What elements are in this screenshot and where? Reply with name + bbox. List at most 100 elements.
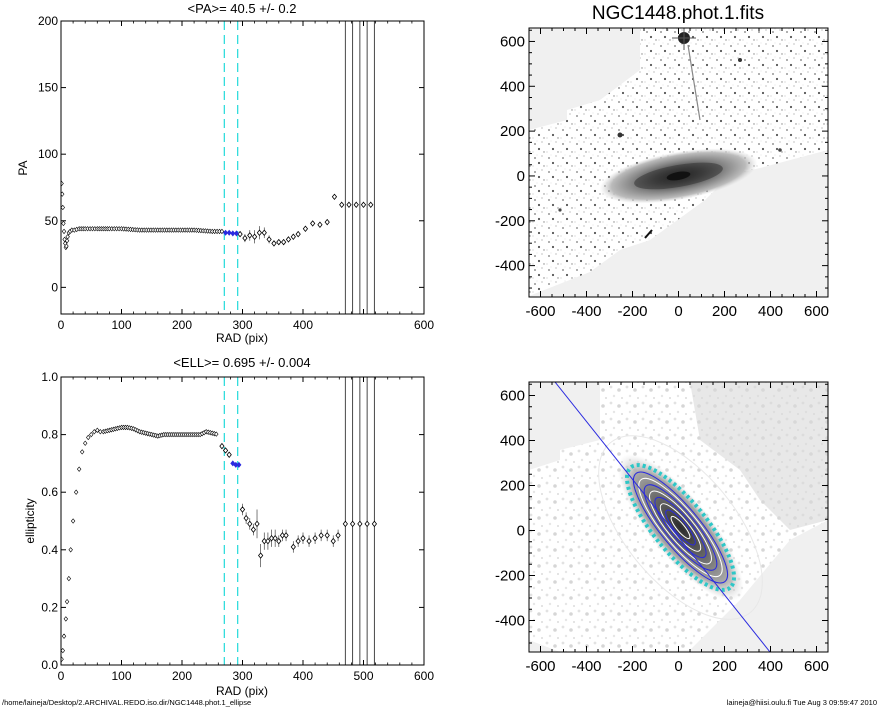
- footer-path: /home/laineja/Desktop/2.ARCHIVAL.REDO.is…: [2, 698, 251, 707]
- data-point: [239, 506, 246, 513]
- x-tick-label: 100: [111, 318, 131, 332]
- data-point: [64, 243, 69, 249]
- y-tick-label: 1.0: [41, 370, 58, 384]
- fitted-ellipse: [665, 509, 696, 546]
- y-tick-label: -400: [495, 258, 525, 275]
- data-point: [76, 466, 82, 472]
- footer-user-stamp: laineja@hiisi.oulu.fi Tue Aug 3 09:59:47…: [727, 698, 877, 707]
- x-tick-label: 200: [172, 669, 192, 683]
- data-point: [261, 229, 267, 236]
- data-point: [349, 520, 356, 528]
- x-tick-label: 400: [293, 669, 313, 683]
- y-tick-label: 0: [517, 523, 525, 540]
- pa-x-axis-label: RAD (pix): [216, 331, 268, 345]
- pa-cyan-lines: [223, 21, 239, 314]
- x-tick-label: -400: [571, 303, 601, 320]
- x-tick-label: -600: [525, 658, 555, 675]
- ell-y-axis: 0.0 0.2 0.4 0.6 0.8 1.0: [41, 370, 424, 672]
- outer-isophote: [598, 435, 763, 620]
- data-point: [346, 201, 352, 209]
- data-point: [256, 229, 263, 236]
- galaxy-residual: [617, 453, 744, 602]
- ell-y-axis-label: ellipticity: [23, 498, 37, 543]
- galaxy-image: [529, 28, 828, 297]
- x-tick-label: -600: [525, 303, 555, 320]
- data-point: [300, 535, 306, 542]
- x-tick-label: 600: [804, 303, 829, 320]
- data-point: [335, 532, 341, 539]
- data-point: [61, 656, 64, 662]
- fitted-ellipse: [643, 484, 718, 571]
- x-tick-label: 600: [804, 658, 829, 675]
- data-point: [353, 201, 359, 209]
- x-tick-label: 300: [232, 318, 252, 332]
- data-point: [61, 228, 67, 235]
- y-tick-label: 0.4: [41, 543, 58, 557]
- data-point: [61, 647, 66, 654]
- y-tick-label: -200: [495, 213, 525, 230]
- pa-axis-line: [554, 382, 771, 652]
- data-point: [61, 220, 66, 227]
- data-point: [331, 193, 338, 201]
- data-point: [73, 489, 79, 495]
- data-point: [247, 232, 253, 239]
- data-point-blue: [236, 461, 242, 468]
- ellipse-fit-x-axis: -600 -400 -200 0 200 400 600: [525, 382, 829, 675]
- data-point: [61, 633, 67, 639]
- data-point: [214, 431, 219, 437]
- data-point: [86, 434, 91, 441]
- cyan-isophote: [624, 463, 737, 592]
- data-point: [368, 201, 374, 209]
- data-point: [290, 543, 296, 551]
- fitted-ellipse: [670, 515, 691, 540]
- data-point: [95, 427, 100, 433]
- data-point: [276, 537, 282, 545]
- data-point: [281, 238, 287, 246]
- x-tick-label: 0: [58, 318, 65, 332]
- galaxy-image-y-axis: -400 -200 0 200 400 600: [495, 29, 828, 289]
- y-tick-label: 0.0: [41, 658, 58, 672]
- data-point: [272, 535, 278, 542]
- data-point-blue: [230, 230, 236, 237]
- x-tick-label: 100: [111, 669, 131, 683]
- data-point: [89, 431, 94, 438]
- x-tick-label: 300: [232, 669, 252, 683]
- x-tick-label: 500: [353, 669, 373, 683]
- data-point: [226, 451, 232, 458]
- data-point: [330, 537, 336, 545]
- data-point: [290, 233, 296, 240]
- data-point: [371, 520, 378, 528]
- y-tick-label: 0.6: [41, 485, 58, 499]
- y-tick-label: 400: [500, 433, 525, 450]
- x-tick-label: 0: [58, 669, 65, 683]
- ellipse-fit-panel: -600 -400 -200 0 200 400 600 -400 -200 0 200 400 60…: [495, 381, 829, 675]
- galaxy-image-title: NGC1448.phot.1.fits: [592, 3, 764, 24]
- data-point: [258, 552, 264, 559]
- pa-plot: <PA>= 40.5 +/- 0.2 0 100 200 300 400 600 0 50 1…: [16, 1, 434, 345]
- x-tick-label: 0: [674, 303, 682, 320]
- data-point-blue: [226, 229, 232, 236]
- data-point-blue: [233, 230, 239, 237]
- y-tick-label: 0.2: [41, 600, 58, 614]
- data-point: [63, 616, 69, 622]
- x-tick-label: 600: [414, 669, 434, 683]
- x-tick-label: -200: [617, 658, 647, 675]
- data-point: [250, 526, 257, 533]
- data-point: [357, 520, 363, 528]
- data-point: [219, 442, 225, 450]
- y-tick-label: 0: [51, 280, 58, 294]
- data-point: [64, 238, 70, 244]
- data-point: [276, 238, 282, 246]
- x-tick-label: -200: [617, 303, 647, 320]
- pa-plot-title: <PA>= 40.5 +/- 0.2: [188, 1, 297, 16]
- fitted-ellipse: [638, 477, 723, 578]
- x-tick-label: 200: [172, 318, 192, 332]
- fitted-ellipse: [632, 471, 729, 584]
- ellipse-fit-image: [529, 382, 828, 652]
- data-point: [283, 532, 289, 539]
- galaxy-image-panel: NGC1448.phot.1.fits -600 -400 -200 0 200 400 6…: [495, 3, 829, 320]
- ell-data-marks: [61, 424, 378, 662]
- data-point: [70, 518, 76, 524]
- data-point: [317, 221, 323, 229]
